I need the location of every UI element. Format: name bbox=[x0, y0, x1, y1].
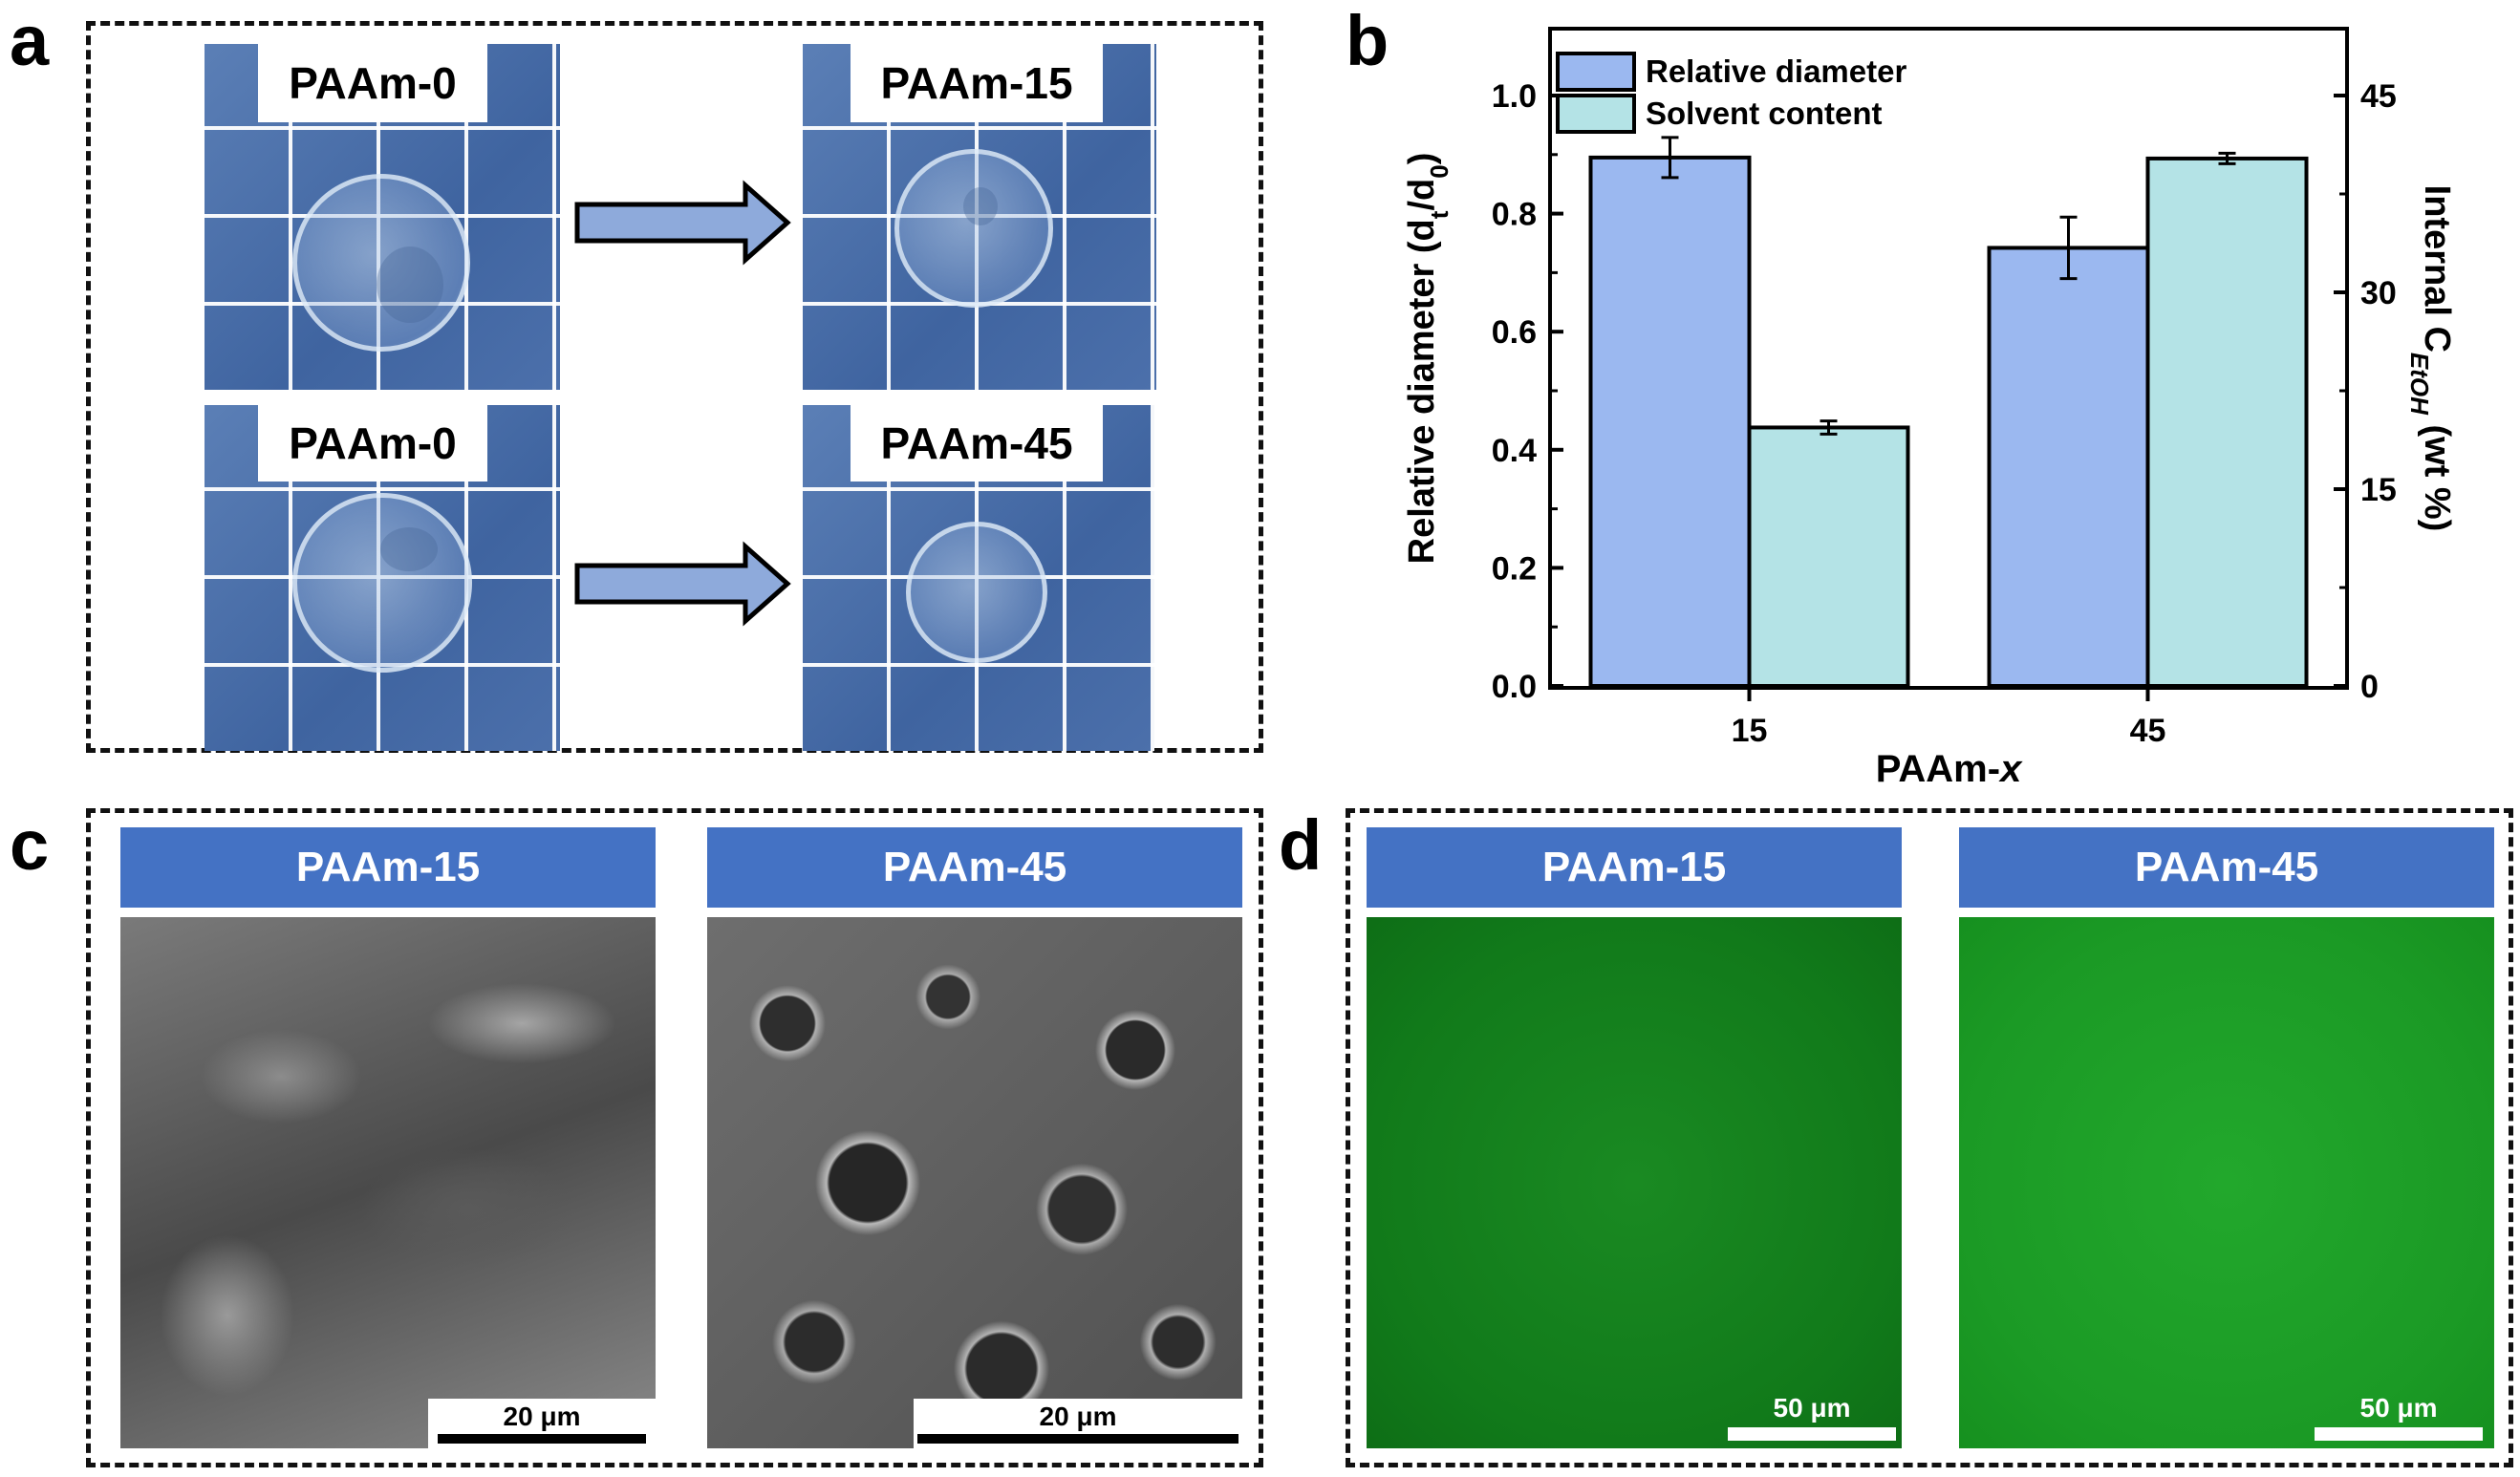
gel-disc bbox=[292, 493, 472, 673]
y-axis-right: 0 15 30 45 bbox=[2334, 78, 2397, 705]
y-tick-label: 0.0 bbox=[1492, 669, 1537, 705]
panel-c-letter: c bbox=[10, 805, 50, 885]
legend-label-relative-diameter: Relative diameter bbox=[1646, 54, 1906, 89]
panel-a-letter: a bbox=[10, 1, 50, 80]
x-axis-label: PAAm-x bbox=[1876, 748, 2023, 790]
bar-relative-diameter-15 bbox=[1588, 155, 1752, 688]
bar-relative-diameter-45 bbox=[1987, 246, 2150, 688]
sem-image-paam-15 bbox=[120, 917, 656, 1448]
scale-bar-line bbox=[438, 1434, 646, 1444]
scale-bar-label: 20 μm bbox=[503, 1402, 581, 1431]
gel-disc-spot bbox=[963, 187, 998, 225]
fluor-header-paam-15: PAAm-15 bbox=[1367, 827, 1902, 908]
plot-frame bbox=[1548, 27, 2349, 690]
y-tick-label: 0.6 bbox=[1492, 314, 1537, 351]
panel-c-frame bbox=[86, 808, 1263, 1467]
error-bars-group bbox=[1661, 136, 2236, 436]
panel-b-letter: b bbox=[1346, 1, 1389, 80]
photo-label: PAAm-15 bbox=[851, 44, 1103, 122]
y-axis-label: Relative diameter (dt/d0) bbox=[1402, 153, 1454, 565]
legend-label-solvent-content: Solvent content bbox=[1646, 96, 1883, 131]
sem-header-paam-45: PAAm-45 bbox=[707, 827, 1242, 908]
y2-tick-label: 45 bbox=[2360, 78, 2397, 115]
bars-group bbox=[1588, 155, 2309, 689]
legend-swatch-relative-diameter bbox=[1556, 52, 1636, 92]
y-axis-left: 0.0 0.2 0.4 0.6 0.8 1.0 bbox=[1492, 78, 1563, 705]
gel-disc bbox=[906, 522, 1047, 663]
y-tick-label: 1.0 bbox=[1492, 78, 1537, 115]
photo-label: PAAm-0 bbox=[258, 44, 487, 122]
gel-disc bbox=[894, 149, 1053, 308]
gel-disc bbox=[292, 174, 470, 352]
sem-header-paam-15: PAAm-15 bbox=[120, 827, 656, 908]
y2-tick-label: 15 bbox=[2360, 472, 2397, 508]
scale-bar-line bbox=[917, 1434, 1238, 1444]
scale-bar-label: 50 μm bbox=[2359, 1393, 2438, 1423]
y2-axis-label: Internal CEtOH (wt %) bbox=[2405, 185, 2457, 532]
arrow-right-icon bbox=[574, 541, 791, 627]
y2-tick-label: 30 bbox=[2360, 275, 2397, 311]
bar-solvent-content-15 bbox=[1747, 425, 1910, 688]
gel-disc-spot bbox=[377, 246, 443, 323]
panel-d-letter: d bbox=[1279, 805, 1323, 885]
scale-bar-line bbox=[2315, 1427, 2483, 1441]
fluor-image-paam-45 bbox=[1959, 917, 2494, 1448]
panel-a-frame bbox=[86, 21, 1263, 753]
y-tick-label: 0.8 bbox=[1492, 197, 1537, 233]
legend: Relative diameter Solvent content bbox=[1556, 52, 1906, 134]
photo-label: PAAm-0 bbox=[258, 405, 487, 482]
x-tick-label: 45 bbox=[2130, 713, 2166, 749]
scale-bar-line bbox=[1728, 1427, 1896, 1441]
x-tick-label: 15 bbox=[1732, 713, 1768, 749]
fluor-image-paam-15 bbox=[1367, 917, 1902, 1448]
arrow-right-icon bbox=[574, 180, 791, 266]
y2-tick-label: 0 bbox=[2360, 669, 2379, 705]
scale-bar-label: 50 μm bbox=[1773, 1393, 1851, 1423]
scale-bar-label: 20 μm bbox=[1039, 1402, 1117, 1431]
y-tick-label: 0.2 bbox=[1492, 550, 1537, 587]
gel-disc-spot bbox=[380, 527, 438, 571]
x-axis: 15 45 bbox=[1732, 688, 2166, 749]
panel-d-frame bbox=[1346, 808, 2513, 1467]
photo-label: PAAm-45 bbox=[851, 405, 1103, 482]
sem-image-paam-45 bbox=[707, 917, 1242, 1448]
bar-solvent-content-45 bbox=[2145, 156, 2309, 689]
fluor-header-paam-45: PAAm-45 bbox=[1959, 827, 2494, 908]
legend-swatch-solvent-content bbox=[1556, 94, 1636, 134]
y-tick-label: 0.4 bbox=[1492, 433, 1537, 469]
